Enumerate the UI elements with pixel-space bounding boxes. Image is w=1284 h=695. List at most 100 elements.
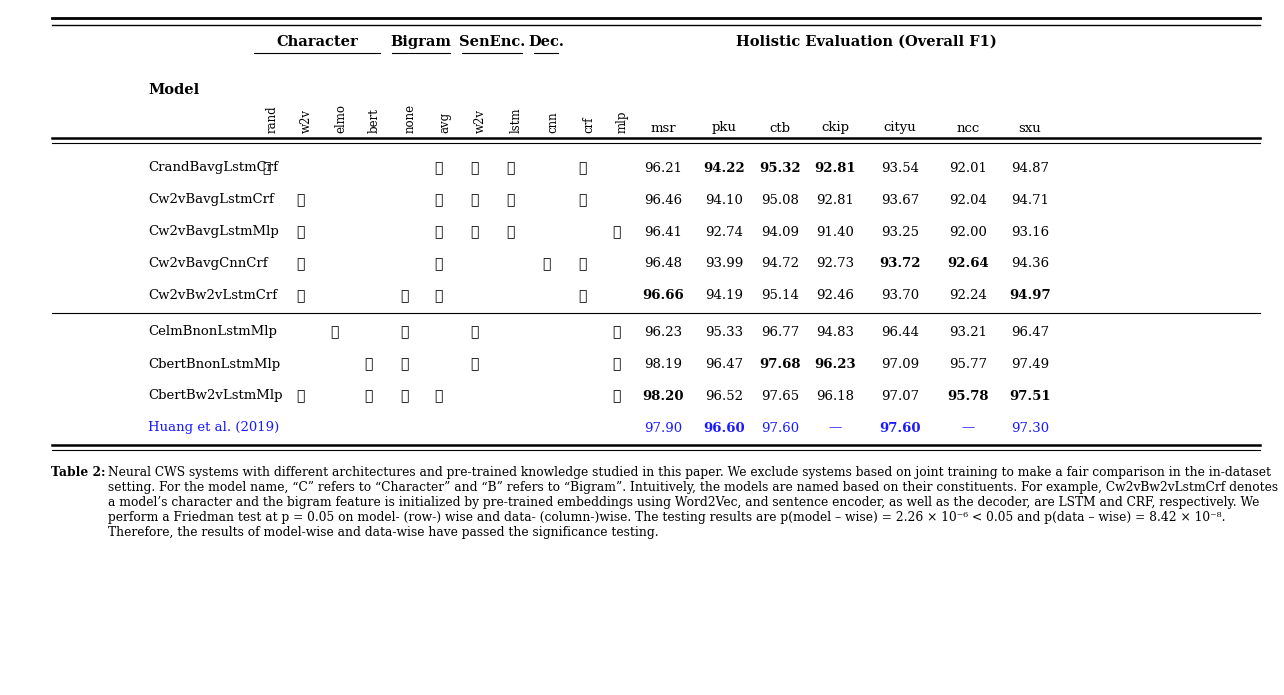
Text: Character: Character: [276, 35, 358, 49]
Text: 93.67: 93.67: [881, 193, 919, 206]
Text: 96.47: 96.47: [1011, 325, 1049, 338]
Text: ✓: ✓: [399, 389, 408, 403]
Text: ✓: ✓: [611, 325, 620, 339]
Text: rand: rand: [266, 106, 279, 133]
Text: ✓: ✓: [434, 389, 442, 403]
Text: 94.87: 94.87: [1011, 161, 1049, 174]
Text: 95.14: 95.14: [761, 290, 799, 302]
Text: none: none: [404, 104, 417, 133]
Text: 94.36: 94.36: [1011, 258, 1049, 270]
Text: ✓: ✓: [470, 161, 478, 175]
Text: ✓: ✓: [578, 289, 587, 303]
Text: CelmBnonLstmMlp: CelmBnonLstmMlp: [148, 325, 277, 338]
Text: cityu: cityu: [883, 122, 917, 135]
Text: 94.83: 94.83: [817, 325, 854, 338]
Text: 92.00: 92.00: [949, 225, 987, 238]
Text: ckip: ckip: [820, 122, 849, 135]
Text: 94.72: 94.72: [761, 258, 799, 270]
Text: ✓: ✓: [399, 289, 408, 303]
Text: msr: msr: [650, 122, 675, 135]
Text: 92.01: 92.01: [949, 161, 987, 174]
Text: ✓: ✓: [434, 289, 442, 303]
Text: 98.20: 98.20: [642, 389, 684, 402]
Text: 92.04: 92.04: [949, 193, 987, 206]
Text: 97.49: 97.49: [1011, 357, 1049, 370]
Text: 95.33: 95.33: [705, 325, 743, 338]
Text: ✓: ✓: [578, 161, 587, 175]
Text: 98.19: 98.19: [645, 357, 682, 370]
Text: Bigram: Bigram: [390, 35, 452, 49]
Text: 93.54: 93.54: [881, 161, 919, 174]
Text: w2v: w2v: [474, 109, 487, 133]
Text: Neural CWS systems with different architectures and pre-trained knowledge studie: Neural CWS systems with different archit…: [108, 466, 1279, 539]
Text: ✓: ✓: [295, 225, 304, 239]
Text: crf: crf: [582, 117, 594, 133]
Text: 97.65: 97.65: [761, 389, 799, 402]
Text: 97.68: 97.68: [759, 357, 801, 370]
Text: CbertBnonLstmMlp: CbertBnonLstmMlp: [148, 357, 280, 370]
Text: ✓: ✓: [399, 325, 408, 339]
Text: pku: pku: [711, 122, 737, 135]
Text: 91.40: 91.40: [817, 225, 854, 238]
Text: Table 2:: Table 2:: [51, 466, 110, 479]
Text: 97.09: 97.09: [881, 357, 919, 370]
Text: Cw2vBavgCnnCrf: Cw2vBavgCnnCrf: [148, 258, 267, 270]
Text: Holistic Evaluation (Overall F1): Holistic Evaluation (Overall F1): [736, 35, 996, 49]
Text: ✓: ✓: [470, 325, 478, 339]
Text: ✓: ✓: [611, 389, 620, 403]
Text: 92.24: 92.24: [949, 290, 987, 302]
Text: 95.32: 95.32: [759, 161, 801, 174]
Text: 97.60: 97.60: [880, 421, 921, 434]
Text: 94.19: 94.19: [705, 290, 743, 302]
Text: ✓: ✓: [611, 357, 620, 371]
Text: 92.73: 92.73: [815, 258, 854, 270]
Text: ✓: ✓: [330, 325, 338, 339]
Text: 92.74: 92.74: [705, 225, 743, 238]
Text: ✓: ✓: [363, 357, 372, 371]
Text: ✓: ✓: [578, 193, 587, 207]
Text: 93.72: 93.72: [880, 258, 921, 270]
Text: 95.78: 95.78: [948, 389, 989, 402]
Text: 97.07: 97.07: [881, 389, 919, 402]
Text: 96.66: 96.66: [642, 290, 684, 302]
Text: 94.71: 94.71: [1011, 193, 1049, 206]
Text: sxu: sxu: [1018, 122, 1041, 135]
Text: lstm: lstm: [510, 108, 523, 133]
Text: cnn: cnn: [546, 111, 559, 133]
Text: ✓: ✓: [434, 225, 442, 239]
Text: ✓: ✓: [506, 193, 514, 207]
Text: Cw2vBavgLstmMlp: Cw2vBavgLstmMlp: [148, 225, 279, 238]
Text: 92.46: 92.46: [817, 290, 854, 302]
Text: ✓: ✓: [470, 193, 478, 207]
Text: ✓: ✓: [434, 161, 442, 175]
Text: —: —: [828, 421, 841, 434]
Text: 97.90: 97.90: [645, 421, 682, 434]
Text: ✓: ✓: [434, 257, 442, 271]
Text: Model: Model: [148, 83, 199, 97]
Text: ✓: ✓: [470, 225, 478, 239]
Text: 96.47: 96.47: [705, 357, 743, 370]
Text: 96.52: 96.52: [705, 389, 743, 402]
Text: 93.25: 93.25: [881, 225, 919, 238]
Text: ✓: ✓: [611, 225, 620, 239]
Text: 96.46: 96.46: [645, 193, 682, 206]
Text: 95.77: 95.77: [949, 357, 987, 370]
Text: 96.21: 96.21: [645, 161, 682, 174]
Text: mlp: mlp: [616, 111, 629, 133]
Text: 93.99: 93.99: [705, 258, 743, 270]
Text: avg: avg: [438, 112, 451, 133]
Text: ✓: ✓: [506, 161, 514, 175]
Text: ✓: ✓: [470, 357, 478, 371]
Text: 97.30: 97.30: [1011, 421, 1049, 434]
Text: 92.81: 92.81: [817, 193, 854, 206]
Text: 94.10: 94.10: [705, 193, 743, 206]
Text: 96.60: 96.60: [704, 421, 745, 434]
Text: SenEnc.: SenEnc.: [458, 35, 525, 49]
Text: ✓: ✓: [399, 357, 408, 371]
Text: Huang et al. (2019): Huang et al. (2019): [148, 421, 279, 434]
Text: ✓: ✓: [434, 193, 442, 207]
Text: 95.08: 95.08: [761, 193, 799, 206]
Text: Dec.: Dec.: [528, 35, 564, 49]
Text: —: —: [962, 421, 975, 434]
Text: elmo: elmo: [334, 104, 347, 133]
